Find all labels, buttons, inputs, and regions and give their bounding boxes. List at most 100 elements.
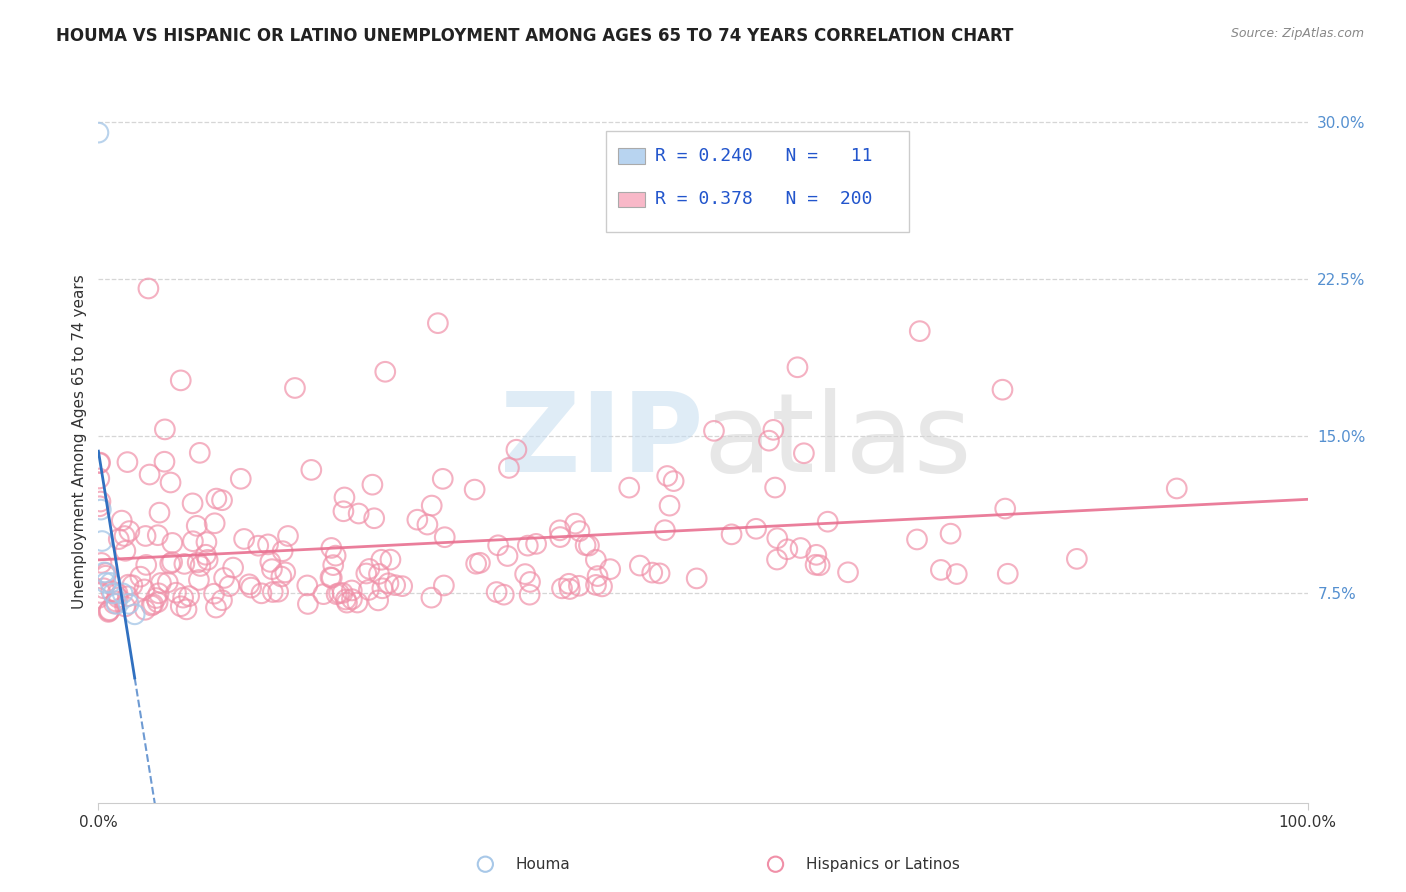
Point bbox=[146, 528, 169, 542]
Point bbox=[111, 586, 134, 600]
Point bbox=[325, 549, 347, 563]
Point bbox=[277, 529, 299, 543]
Point bbox=[89, 471, 111, 485]
Point bbox=[274, 566, 297, 580]
Point bbox=[138, 467, 160, 482]
Point bbox=[513, 567, 536, 582]
Point bbox=[325, 587, 347, 601]
Point bbox=[197, 553, 219, 567]
Point bbox=[247, 539, 270, 553]
Point bbox=[94, 575, 117, 590]
Point bbox=[103, 597, 125, 611]
Point bbox=[159, 557, 181, 571]
Point bbox=[551, 582, 574, 596]
Point bbox=[519, 588, 541, 602]
Point bbox=[118, 524, 141, 538]
Point bbox=[90, 502, 112, 516]
Point bbox=[257, 537, 280, 551]
Point bbox=[181, 534, 204, 549]
Point bbox=[336, 596, 359, 610]
Point bbox=[371, 582, 394, 596]
Text: R = 0.378   N =  200: R = 0.378 N = 200 bbox=[655, 191, 872, 209]
Point bbox=[117, 455, 139, 469]
Point bbox=[564, 516, 586, 531]
Point bbox=[98, 603, 121, 617]
Point bbox=[312, 587, 335, 601]
Point bbox=[89, 500, 111, 514]
Point bbox=[406, 513, 429, 527]
Point bbox=[558, 576, 581, 591]
Point bbox=[793, 446, 815, 460]
Point bbox=[204, 516, 226, 531]
Point bbox=[107, 591, 129, 605]
Point bbox=[321, 571, 343, 585]
Point bbox=[703, 424, 725, 438]
Point bbox=[104, 594, 127, 608]
Point bbox=[117, 589, 139, 603]
Point bbox=[558, 582, 581, 596]
Point bbox=[159, 475, 181, 490]
Point bbox=[142, 597, 165, 611]
Point bbox=[153, 422, 176, 436]
Point bbox=[357, 582, 380, 597]
Point bbox=[516, 539, 538, 553]
Point bbox=[524, 537, 547, 551]
Text: HOUMA VS HISPANIC OR LATINO UNEMPLOYMENT AMONG AGES 65 TO 74 YEARS CORRELATION C: HOUMA VS HISPANIC OR LATINO UNEMPLOYMENT… bbox=[56, 27, 1014, 45]
Point bbox=[170, 373, 193, 387]
Point bbox=[91, 534, 114, 549]
Point bbox=[297, 597, 319, 611]
Point bbox=[340, 592, 363, 607]
Point bbox=[90, 586, 112, 600]
Point bbox=[997, 566, 1019, 581]
Point bbox=[340, 583, 363, 598]
Point bbox=[117, 577, 139, 591]
Point bbox=[187, 555, 209, 569]
Point bbox=[148, 586, 170, 600]
Point bbox=[578, 539, 600, 553]
Point bbox=[297, 578, 319, 592]
Point bbox=[211, 493, 233, 508]
Point bbox=[271, 544, 294, 558]
Point bbox=[574, 538, 596, 552]
Point bbox=[149, 576, 172, 591]
Point bbox=[786, 360, 808, 375]
Point bbox=[641, 566, 664, 580]
Point bbox=[100, 584, 122, 599]
Point bbox=[97, 605, 120, 619]
Text: ZIP: ZIP bbox=[499, 388, 703, 495]
Point bbox=[464, 483, 486, 497]
Point bbox=[763, 481, 786, 495]
Point bbox=[233, 532, 256, 546]
Point bbox=[766, 531, 789, 545]
Point bbox=[284, 381, 307, 395]
Point bbox=[90, 556, 112, 570]
Text: Hispanics or Latinos: Hispanics or Latinos bbox=[806, 856, 960, 871]
Point bbox=[568, 524, 591, 538]
Point bbox=[628, 558, 651, 573]
Point bbox=[105, 597, 128, 611]
Point bbox=[804, 558, 827, 572]
Point bbox=[332, 504, 354, 518]
Point bbox=[107, 532, 129, 546]
FancyBboxPatch shape bbox=[619, 148, 645, 164]
Point bbox=[114, 529, 136, 543]
Point bbox=[172, 591, 194, 605]
Point bbox=[160, 555, 183, 569]
Point bbox=[238, 577, 260, 591]
Point bbox=[347, 507, 370, 521]
Point bbox=[222, 560, 245, 574]
Point bbox=[585, 553, 607, 567]
Point bbox=[229, 472, 252, 486]
Point bbox=[240, 581, 263, 595]
Point bbox=[356, 566, 378, 581]
Point bbox=[994, 501, 1017, 516]
Point bbox=[135, 558, 157, 572]
Point bbox=[548, 524, 571, 538]
Point bbox=[124, 607, 146, 622]
Point bbox=[416, 517, 439, 532]
Point bbox=[328, 586, 350, 600]
Point bbox=[101, 586, 124, 600]
Point bbox=[114, 543, 136, 558]
Point bbox=[686, 571, 709, 585]
Point bbox=[465, 557, 488, 571]
